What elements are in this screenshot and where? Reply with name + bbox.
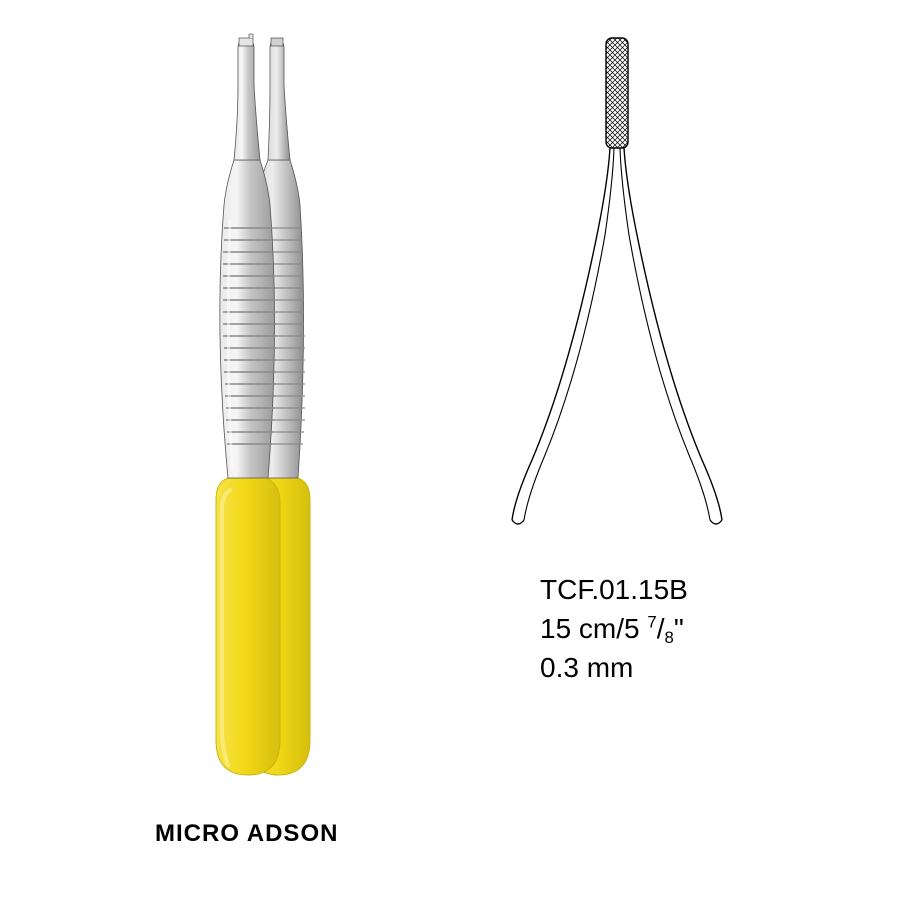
product-length: 15 cm/5 7/8": [540, 609, 688, 648]
length-in-suffix: ": [674, 613, 684, 644]
forceps-main-illustration: [150, 30, 370, 780]
product-name: MICRO ADSON: [155, 820, 338, 848]
product-code: TCF.01.15B: [540, 570, 688, 609]
length-in-whole: 5: [624, 613, 640, 644]
forceps-outline-illustration: [490, 30, 740, 530]
length-cm: 15 cm: [540, 613, 616, 644]
length-in-den: 8: [665, 628, 674, 647]
product-specs: TCF.01.15B 15 cm/5 7/8" 0.3 mm: [540, 570, 688, 688]
tip-width: 0.3 mm: [540, 648, 688, 687]
length-in-num: 7: [647, 613, 656, 632]
